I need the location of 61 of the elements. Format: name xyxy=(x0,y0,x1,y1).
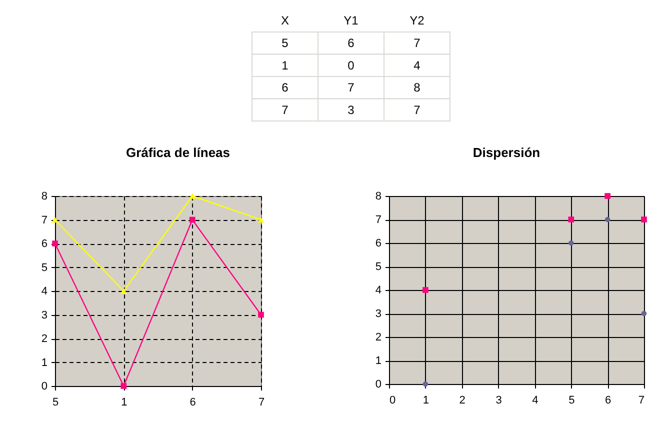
chart-title: Dispersión xyxy=(472,145,540,160)
chart-title: Gráfica de líneas xyxy=(126,145,230,160)
point xyxy=(568,216,574,222)
y-tick-label: 7 xyxy=(41,214,48,226)
x-tick-label: 5 xyxy=(568,394,575,406)
point xyxy=(258,312,264,318)
y-tick-label: 1 xyxy=(41,356,48,369)
data-label: 5 xyxy=(282,36,289,50)
y-tick-label: 0 xyxy=(41,380,48,392)
data-label: 6 xyxy=(282,80,289,95)
data-label: 7 xyxy=(414,36,421,50)
x-tick-label: 6 xyxy=(605,394,612,406)
data-label: 1 xyxy=(282,58,289,72)
data-label: 8 xyxy=(414,80,421,95)
data-label: 6 xyxy=(348,36,355,50)
y-tick-label: 4 xyxy=(375,284,382,296)
point xyxy=(641,310,647,316)
x-tick-label: X xyxy=(280,14,290,28)
x-tick-label: 6 xyxy=(190,396,196,408)
y-tick-label: 1 xyxy=(375,355,382,367)
x-tick-label: 4 xyxy=(532,394,538,406)
x-tick-label: 7 xyxy=(258,396,265,408)
point xyxy=(604,216,610,222)
y-tick-label: 4 xyxy=(41,286,48,298)
y-tick-label: 6 xyxy=(41,238,48,250)
point xyxy=(641,216,647,222)
point xyxy=(52,216,58,223)
y-tick-label: 6 xyxy=(375,238,382,250)
y-tick-label: 5 xyxy=(41,262,48,274)
x-tick-label: Y1 xyxy=(344,14,359,28)
y-tick-label: 5 xyxy=(375,261,382,273)
point xyxy=(52,240,58,246)
x-tick-label: 2 xyxy=(459,394,466,406)
y-tick-label: 8 xyxy=(41,190,48,202)
data-label: 3 xyxy=(348,102,355,117)
point xyxy=(422,287,428,293)
y-tick-label: 2 xyxy=(41,333,48,345)
y-tick-label: 8 xyxy=(375,190,382,202)
data-label: 7 xyxy=(414,102,421,117)
x-tick-label: 1 xyxy=(121,396,128,408)
y-tick-label: 0 xyxy=(375,378,382,390)
y-tick-label: 7 xyxy=(375,214,382,226)
y-tick-label: 2 xyxy=(375,332,382,344)
x-tick-label: 7 xyxy=(638,394,644,406)
point xyxy=(258,216,264,223)
point xyxy=(604,193,610,199)
y-tick-label: 3 xyxy=(375,308,382,320)
data-label: 0 xyxy=(348,58,355,72)
point xyxy=(120,288,127,294)
data-label: 4 xyxy=(414,58,421,72)
x-tick-label: 0 xyxy=(390,394,396,406)
point xyxy=(120,383,127,389)
data-label: 7 xyxy=(282,102,289,117)
y-tick-label: 3 xyxy=(41,309,48,322)
x-tick-label: 3 xyxy=(496,394,502,406)
x-tick-label: 1 xyxy=(422,394,429,406)
x-tick-label: Y2 xyxy=(410,14,425,28)
point xyxy=(568,240,574,246)
data-label: 7 xyxy=(348,80,355,95)
point xyxy=(189,193,196,199)
x-tick-label: 5 xyxy=(52,396,59,408)
